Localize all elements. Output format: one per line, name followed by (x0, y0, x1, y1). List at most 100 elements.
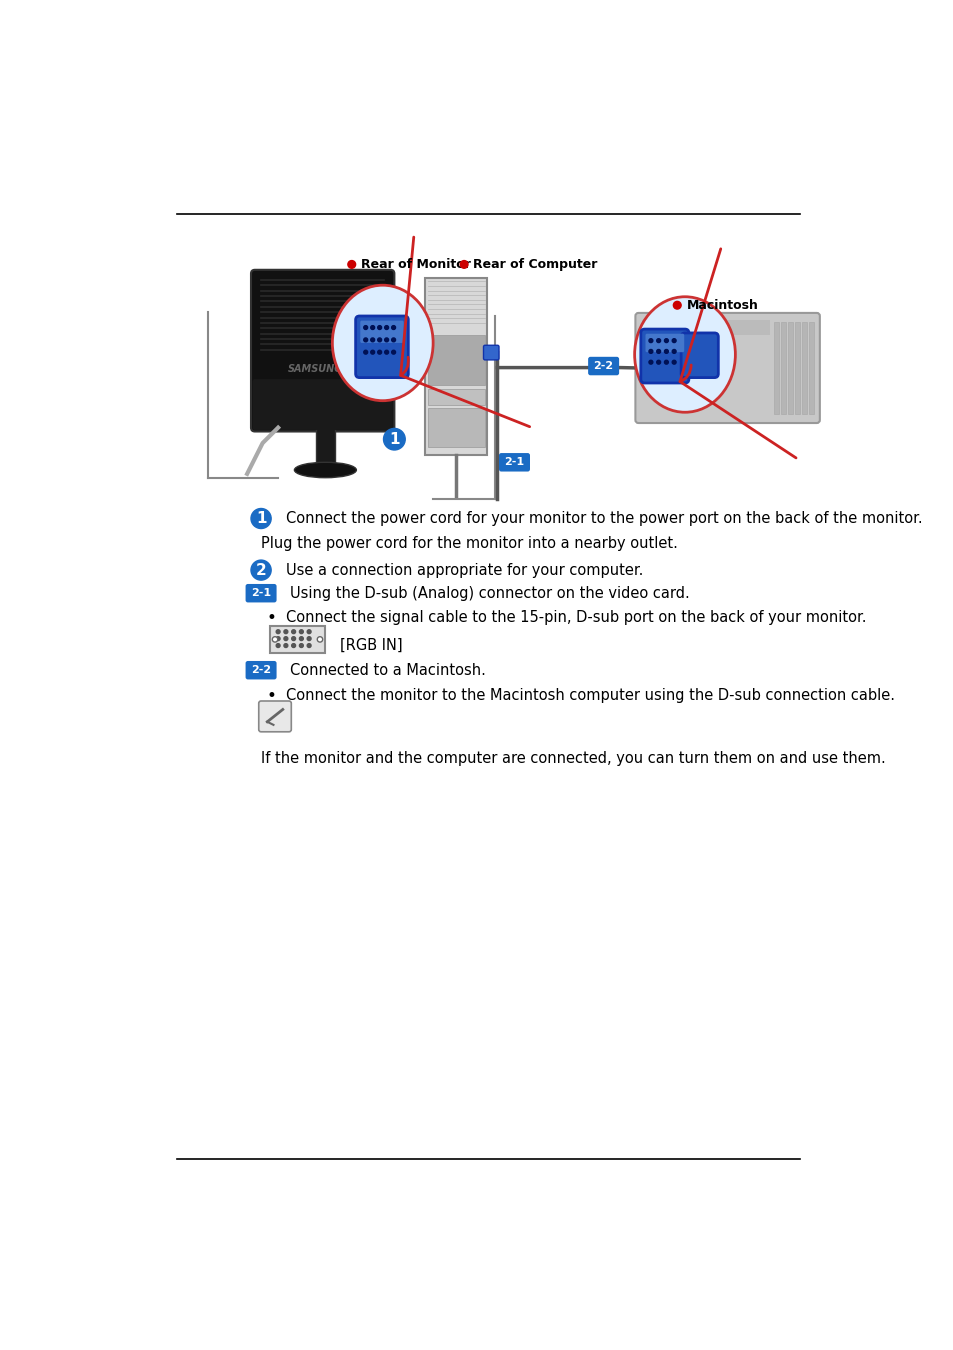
Text: Connect the signal cable to the 15-pin, D-sub port on the back of your monitor.: Connect the signal cable to the 15-pin, … (286, 610, 865, 625)
Circle shape (672, 360, 676, 365)
FancyBboxPatch shape (801, 323, 806, 414)
Text: 2-2: 2-2 (593, 360, 613, 371)
Circle shape (348, 261, 355, 269)
Ellipse shape (332, 285, 433, 401)
Circle shape (384, 325, 388, 329)
Ellipse shape (294, 462, 356, 478)
Circle shape (377, 338, 381, 342)
FancyBboxPatch shape (386, 335, 403, 351)
Circle shape (276, 637, 280, 640)
FancyBboxPatch shape (427, 389, 484, 405)
FancyBboxPatch shape (680, 333, 718, 378)
Circle shape (664, 360, 668, 365)
FancyBboxPatch shape (258, 701, 291, 732)
Circle shape (656, 339, 659, 343)
Circle shape (648, 339, 652, 343)
Text: If the monitor and the computer are connected, you can turn them on and use them: If the monitor and the computer are conn… (261, 751, 885, 767)
Text: [RGB IN]: [RGB IN] (340, 639, 402, 653)
Circle shape (377, 350, 381, 354)
FancyBboxPatch shape (773, 323, 778, 414)
Text: Plug the power cord for the monitor into a nearby outlet.: Plug the power cord for the monitor into… (261, 536, 678, 551)
Circle shape (672, 350, 676, 354)
Circle shape (377, 325, 381, 329)
FancyBboxPatch shape (245, 585, 276, 602)
FancyBboxPatch shape (587, 356, 618, 375)
FancyBboxPatch shape (427, 335, 484, 385)
FancyBboxPatch shape (498, 454, 530, 471)
Circle shape (392, 338, 395, 342)
Circle shape (307, 644, 311, 648)
FancyBboxPatch shape (360, 320, 403, 343)
Circle shape (292, 629, 295, 633)
Circle shape (384, 350, 388, 354)
Text: Connected to a Macintosh.: Connected to a Macintosh. (290, 663, 485, 678)
Circle shape (664, 339, 668, 343)
Circle shape (648, 350, 652, 354)
FancyBboxPatch shape (781, 323, 785, 414)
Circle shape (384, 338, 388, 342)
Text: Macintosh: Macintosh (686, 298, 758, 312)
Text: Rear of Monitor: Rear of Monitor (360, 258, 471, 271)
Circle shape (276, 629, 280, 633)
Text: 1: 1 (255, 512, 266, 526)
Text: Using the D-sub (Analog) connector on the video card.: Using the D-sub (Analog) connector on th… (290, 586, 689, 601)
Text: Connect the power cord for your monitor to the power port on the back of the mon: Connect the power cord for your monitor … (286, 512, 922, 526)
Circle shape (664, 350, 668, 354)
Circle shape (284, 644, 288, 648)
Circle shape (251, 509, 271, 528)
Circle shape (299, 629, 303, 633)
FancyBboxPatch shape (808, 323, 813, 414)
FancyBboxPatch shape (645, 333, 683, 352)
FancyBboxPatch shape (270, 625, 324, 653)
Circle shape (299, 637, 303, 640)
Circle shape (307, 629, 311, 633)
Circle shape (673, 301, 680, 309)
Circle shape (371, 325, 375, 329)
FancyBboxPatch shape (635, 313, 819, 423)
Circle shape (371, 338, 375, 342)
FancyBboxPatch shape (787, 323, 792, 414)
FancyBboxPatch shape (794, 323, 799, 414)
Text: Rear of Computer: Rear of Computer (473, 258, 598, 271)
Circle shape (284, 629, 288, 633)
Circle shape (383, 428, 405, 450)
Circle shape (459, 261, 468, 269)
FancyBboxPatch shape (315, 428, 335, 466)
FancyBboxPatch shape (483, 346, 498, 360)
FancyBboxPatch shape (427, 409, 484, 447)
Text: 2-1: 2-1 (251, 589, 271, 598)
Circle shape (648, 360, 652, 365)
Circle shape (299, 644, 303, 648)
Text: 2-2: 2-2 (251, 666, 271, 675)
Text: 2-1: 2-1 (504, 458, 524, 467)
Circle shape (276, 644, 280, 648)
Circle shape (317, 637, 322, 643)
Circle shape (292, 644, 295, 648)
Circle shape (307, 637, 311, 640)
Circle shape (284, 637, 288, 640)
Text: Use a connection appropriate for your computer.: Use a connection appropriate for your co… (286, 563, 642, 578)
Circle shape (656, 350, 659, 354)
Circle shape (392, 350, 395, 354)
Ellipse shape (634, 297, 735, 412)
FancyBboxPatch shape (251, 270, 394, 432)
Circle shape (292, 637, 295, 640)
Circle shape (672, 339, 676, 343)
FancyBboxPatch shape (641, 320, 769, 335)
Circle shape (392, 325, 395, 329)
Circle shape (272, 637, 277, 643)
Circle shape (363, 338, 367, 342)
Circle shape (371, 350, 375, 354)
Circle shape (656, 360, 659, 365)
Circle shape (251, 560, 271, 580)
FancyBboxPatch shape (640, 329, 688, 383)
Circle shape (363, 350, 367, 354)
Circle shape (363, 325, 367, 329)
FancyBboxPatch shape (253, 379, 393, 429)
FancyBboxPatch shape (355, 316, 408, 378)
FancyBboxPatch shape (425, 278, 487, 455)
Text: 2: 2 (255, 563, 266, 578)
Text: Connect the monitor to the Macintosh computer using the D-sub connection cable.: Connect the monitor to the Macintosh com… (286, 688, 894, 703)
Text: •: • (266, 687, 275, 705)
Text: 1: 1 (389, 432, 399, 447)
